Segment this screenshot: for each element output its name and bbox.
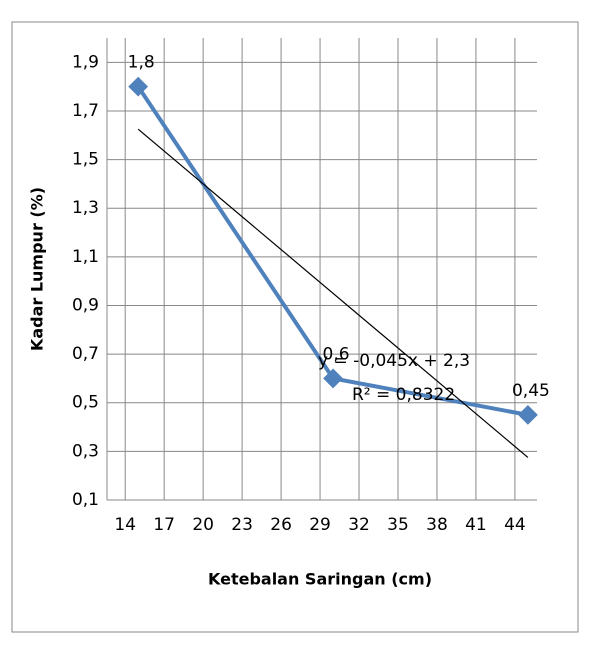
x-tick-label: 32: [348, 515, 370, 535]
x-tick-label: 38: [426, 515, 448, 535]
data-point: [128, 76, 149, 97]
y-axis-title: Kadar Lumpur (%): [28, 187, 47, 351]
x-tick-label: 20: [192, 515, 214, 535]
y-tick-label: 0,7: [72, 344, 99, 364]
y-tick-label: 1,1: [72, 247, 99, 267]
y-tick-label: 0,9: [72, 295, 99, 315]
x-tick-label: 29: [309, 515, 331, 535]
x-tick-label: 23: [231, 515, 253, 535]
x-tick-label: 17: [153, 515, 175, 535]
trendline: [137, 128, 529, 458]
chart-frame: [11, 21, 579, 633]
data-point: [323, 368, 343, 389]
x-tick-label: 41: [465, 515, 487, 535]
data-label: 0,45: [512, 381, 550, 401]
y-tick-label: 1,5: [72, 150, 99, 170]
data-label: 1,8: [128, 53, 155, 73]
x-tick-label: 26: [270, 515, 292, 535]
x-tick-label: 14: [114, 515, 136, 535]
y-tick-label: 1,3: [72, 198, 99, 218]
data-point: [518, 404, 538, 425]
trendline-r2: R² = 0,8322: [352, 385, 455, 405]
x-tick-label: 35: [387, 515, 409, 535]
x-tick-label: 44: [504, 515, 526, 535]
data-label: 0,6: [323, 344, 350, 364]
y-tick-label: 1,7: [72, 101, 99, 121]
y-tick-label: 0,3: [72, 441, 99, 461]
y-tick-label: 0,1: [72, 490, 99, 510]
trendline-equation: y = -0,045x + 2,3: [318, 351, 470, 371]
x-axis-title: Ketebalan Saringan (cm): [208, 570, 432, 589]
y-tick-label: 0,5: [72, 393, 99, 413]
y-tick-label: 1,9: [72, 52, 99, 72]
